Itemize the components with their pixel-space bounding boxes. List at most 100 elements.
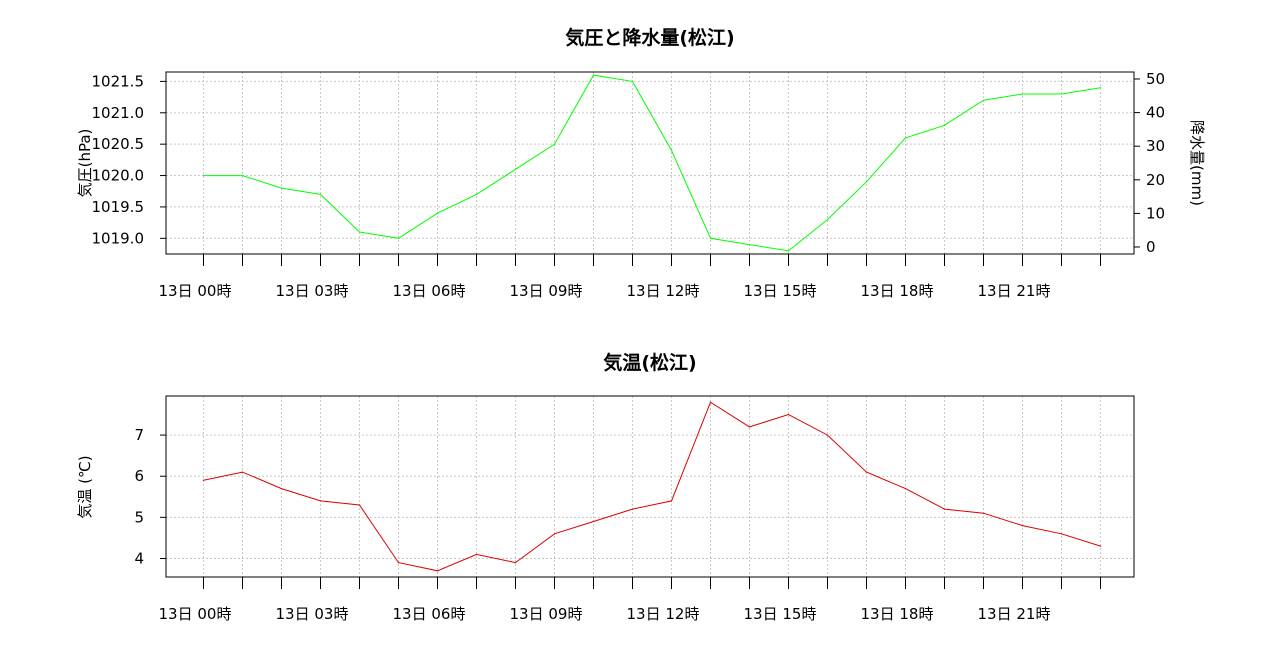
data-point: [943, 124, 946, 126]
x-tick-label: 13日 09時: [510, 605, 583, 623]
temperature-chart: 気温(松江) 4 5 6 7 13日 00時 13日 03時 13日 06時 13日 09時…: [76, 351, 1135, 623]
y-tick-label: 5: [134, 508, 144, 526]
x-tick-label: 13日 15時: [744, 605, 817, 623]
data-point: [475, 553, 478, 555]
y2-tick-label: 0: [1146, 238, 1156, 256]
x-tick-label: 13日 15時: [744, 282, 817, 300]
data-point: [943, 508, 946, 510]
x-tick-label: 13日 21時: [978, 605, 1051, 623]
data-point: [280, 187, 283, 189]
pressure-plot-frame: [165, 71, 1135, 255]
series-line: [203, 74, 1101, 252]
temperature-grid: [166, 396, 1134, 577]
y-tick-label: 1021.0: [92, 104, 145, 122]
y-tick-label: 1021.5: [92, 72, 145, 90]
precip-y-axis-label: 降水量(mm): [1188, 120, 1206, 206]
y2-tick-label: 20: [1146, 171, 1165, 189]
data-point: [1099, 545, 1102, 547]
data-point: [592, 520, 595, 523]
data-point: [748, 243, 751, 246]
data-point: [631, 508, 634, 510]
data-point: [709, 401, 712, 403]
data-point: [358, 231, 361, 233]
x-tick-label: 13日 12時: [627, 605, 700, 623]
data-point: [553, 533, 556, 535]
data-point: [982, 512, 985, 514]
x-tick-label: 13日 12時: [627, 282, 700, 300]
data-point: [787, 413, 790, 416]
temperature-y-axis-label: 気温 (℃): [76, 455, 94, 518]
x-tick-label: 13日 06時: [393, 605, 466, 623]
pressure-x-axis: 13日 00時 13日 03時 13日 06時 13日 09時 13日 12時 13日 1…: [159, 254, 1101, 300]
data-point: [436, 570, 439, 572]
pressure-chart-title: 気圧と降水量(松江): [565, 26, 734, 49]
data-point: [670, 149, 673, 152]
data-point: [319, 193, 322, 195]
x-tick-label: 13日 06時: [393, 282, 466, 300]
x-tick-label: 13日 03時: [276, 282, 349, 300]
data-point: [787, 250, 790, 252]
data-point: [1099, 87, 1102, 89]
data-point: [1060, 93, 1063, 95]
data-point: [982, 99, 985, 101]
pressure-y-axis: 1019.0 1019.5 1020.0 1020.5 1021.0 1021.5: [92, 72, 166, 247]
data-point: [904, 137, 907, 139]
data-point: [553, 143, 556, 145]
data-point: [358, 504, 361, 506]
y2-tick-label: 50: [1146, 70, 1165, 88]
data-point: [826, 434, 829, 436]
x-tick-label: 13日 00時: [159, 605, 232, 623]
x-tick-label: 13日 21時: [978, 282, 1051, 300]
data-point: [319, 500, 322, 502]
data-point: [865, 181, 868, 183]
data-point: [1021, 93, 1024, 95]
data-point: [397, 562, 400, 564]
data-point: [514, 168, 517, 170]
data-point: [709, 237, 712, 239]
data-point: [631, 80, 634, 83]
data-point: [904, 487, 907, 490]
x-tick-label: 13日 00時: [159, 282, 232, 300]
data-point: [826, 218, 829, 221]
x-tick-label: 13日 18時: [861, 282, 934, 300]
data-point: [241, 471, 244, 473]
data-point: [475, 193, 478, 195]
temperature-chart-title: 気温(松江): [603, 351, 696, 374]
data-point: [241, 174, 244, 177]
data-point: [202, 479, 205, 481]
y-tick-label: 1019.5: [92, 198, 145, 216]
y-tick-label: 6: [134, 467, 144, 485]
temperature-series: [202, 401, 1102, 572]
data-point: [436, 212, 439, 214]
y-tick-label: 1019.0: [92, 229, 145, 247]
pressure-series: [202, 74, 1102, 252]
precip-y-axis: 0 10 20 30 40 50: [1134, 70, 1165, 256]
pressure-precip-chart: 気圧と降水量(松江) 1019.0 1019.5 1020.0 1020.5 1021.…: [76, 26, 1206, 300]
data-point: [1021, 524, 1024, 527]
x-tick-label: 13日 09時: [510, 282, 583, 300]
x-tick-label: 13日 18時: [861, 605, 934, 623]
y2-tick-label: 30: [1146, 137, 1165, 155]
y-tick-label: 7: [134, 426, 144, 444]
y2-tick-label: 40: [1146, 104, 1165, 122]
x-tick-label: 13日 03時: [276, 605, 349, 623]
temperature-y-axis: 4 5 6 7: [134, 426, 166, 567]
data-point: [748, 426, 751, 428]
data-point: [592, 74, 595, 76]
y-tick-label: 4: [134, 549, 144, 567]
data-point: [280, 487, 283, 490]
y-tick-label: 1020.0: [92, 167, 145, 185]
data-point: [865, 471, 868, 473]
temperature-x-axis: 13日 00時 13日 03時 13日 06時 13日 09時 13日 12時 13日 1…: [159, 577, 1101, 623]
y2-tick-label: 10: [1146, 204, 1165, 222]
data-point: [397, 237, 400, 239]
data-point: [202, 174, 205, 177]
data-point: [514, 562, 517, 564]
y-tick-label: 1020.5: [92, 135, 145, 153]
data-point: [670, 500, 673, 502]
temperature-plot-frame: [165, 395, 1135, 578]
series-line: [203, 401, 1101, 572]
data-point: [1060, 533, 1063, 535]
pressure-y-axis-label: 気圧(hPa): [76, 129, 94, 198]
